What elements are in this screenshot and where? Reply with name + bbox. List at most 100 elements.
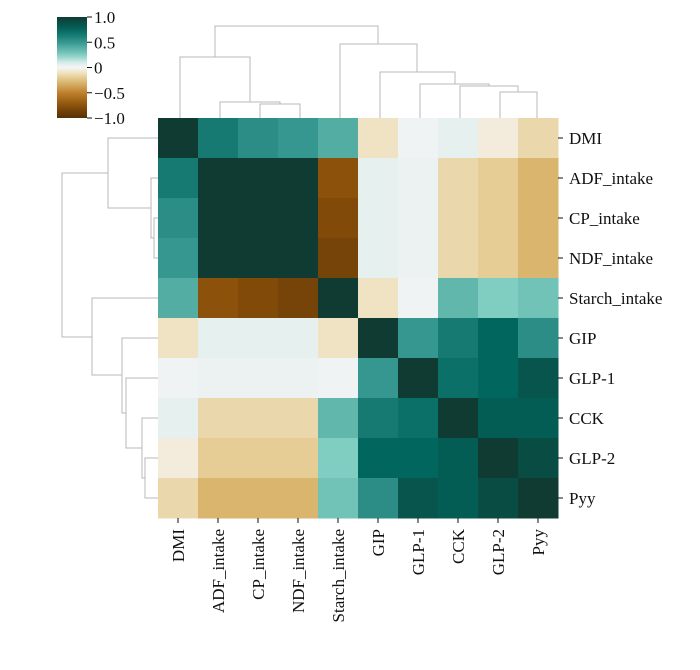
heatmap-cell: [398, 398, 439, 439]
heatmap-cell: [438, 158, 479, 199]
heatmap-cell: [238, 358, 279, 399]
heatmap-cell: [518, 118, 559, 159]
col-dendro-link: [379, 71, 456, 118]
heatmap-cell: [198, 438, 239, 479]
col-label: Starch_intake: [329, 529, 348, 622]
col-dendro-link: [499, 91, 538, 118]
heatmap-cell: [478, 318, 519, 359]
heatmap-cell: [518, 158, 559, 199]
heatmap-cell: [158, 478, 199, 519]
heatmap-cell: [238, 278, 279, 319]
row-label: Starch_intake: [569, 289, 662, 308]
heatmap-cell: [198, 238, 239, 279]
heatmap-cell: [398, 358, 439, 399]
heatmap-cell: [518, 478, 559, 519]
heatmap-cell: [518, 398, 559, 439]
heatmap-cell: [238, 238, 279, 279]
heatmap-cell: [358, 198, 399, 239]
col-label: ADF_intake: [209, 529, 228, 613]
heatmap-cell: [158, 278, 199, 319]
heatmap-cell: [278, 158, 319, 199]
row-labels: DMI ADF_intake CP_intake NDF_intake Starch_i…: [558, 129, 662, 508]
heatmap-cell: [518, 358, 559, 399]
heatmap-cell: [318, 238, 359, 279]
heatmap-cell: [238, 478, 279, 519]
heatmap-cell: [278, 198, 319, 239]
heatmap-cell: [518, 278, 559, 319]
heatmap-cell: [358, 478, 399, 519]
row-dendrogram: [61, 137, 158, 499]
heatmap-cell: [518, 198, 559, 239]
heatmap-cell: [358, 118, 399, 159]
heatmap-cell: [398, 438, 439, 479]
heatmap-cell: [478, 158, 519, 199]
col-label: CP_intake: [249, 529, 268, 600]
row-dendro-link: [141, 417, 158, 479]
colorbar: 1.0 0.5 0 −0.5 −1.0: [57, 8, 125, 128]
heatmap-cell: [318, 478, 359, 519]
heatmap-cell: [358, 438, 399, 479]
heatmap-cell: [438, 238, 479, 279]
col-label: DMI: [169, 529, 188, 562]
heatmap-cells: [158, 118, 559, 519]
col-label: Pyy: [529, 529, 548, 556]
row-dendro-link: [153, 217, 158, 259]
col-dendro-link: [179, 56, 251, 118]
heatmap-cell: [478, 478, 519, 519]
heatmap-cell: [198, 278, 239, 319]
row-label: CP_intake: [569, 209, 640, 228]
heatmap-cell: [278, 318, 319, 359]
heatmap-cell: [318, 318, 359, 359]
heatmap-cell: [398, 278, 439, 319]
heatmap-cell: [398, 478, 439, 519]
row-label: GLP-1: [569, 369, 615, 388]
heatmap-cell: [198, 358, 239, 399]
heatmap-cell: [198, 318, 239, 359]
heatmap-cell: [238, 158, 279, 199]
heatmap-cell: [318, 158, 359, 199]
heatmap-cell: [158, 358, 199, 399]
heatmap-cell: [278, 398, 319, 439]
heatmap-cell: [318, 118, 359, 159]
heatmap-cell: [438, 358, 479, 399]
heatmap-cell: [158, 318, 199, 359]
heatmap-cell: [478, 238, 519, 279]
heatmap-cell: [358, 398, 399, 439]
heatmap-cell: [278, 478, 319, 519]
heatmap-cell: [198, 158, 239, 199]
heatmap-cell: [478, 278, 519, 319]
heatmap-cell: [358, 158, 399, 199]
heatmap-cell: [238, 118, 279, 159]
heatmap-cell: [438, 478, 479, 519]
row-label: DMI: [569, 129, 602, 148]
heatmap-cell: [478, 358, 519, 399]
heatmap-cell: [238, 438, 279, 479]
heatmap-cell: [198, 198, 239, 239]
column-labels: DMI ADF_intake CP_intake NDF_intake Starch_i…: [169, 518, 548, 622]
heatmap-cell: [158, 398, 199, 439]
heatmap-cell: [238, 318, 279, 359]
row-dendro-link: [61, 172, 108, 338]
row-label: GLP-2: [569, 449, 615, 468]
heatmap-cell: [438, 198, 479, 239]
col-label: GLP-2: [489, 529, 508, 575]
row-dendro-link: [121, 337, 158, 414]
row-label: GIP: [569, 329, 596, 348]
heatmap-cell: [278, 238, 319, 279]
heatmap-cell: [158, 198, 199, 239]
colorbar-tick-label: −1.0: [94, 109, 125, 128]
heatmap-cell: [438, 278, 479, 319]
heatmap-cell: [278, 438, 319, 479]
heatmap-cell: [478, 198, 519, 239]
col-label: GIP: [369, 529, 388, 556]
heatmap-cell: [198, 478, 239, 519]
heatmap-cell: [518, 238, 559, 279]
heatmap-cell: [278, 278, 319, 319]
heatmap-cell: [318, 278, 359, 319]
colorbar-tick-label: −0.5: [94, 84, 125, 103]
heatmap-cell: [358, 278, 399, 319]
col-dendro-link: [214, 25, 379, 57]
col-label: GLP-1: [409, 529, 428, 575]
heatmap-cell: [358, 238, 399, 279]
heatmap-cell: [198, 118, 239, 159]
